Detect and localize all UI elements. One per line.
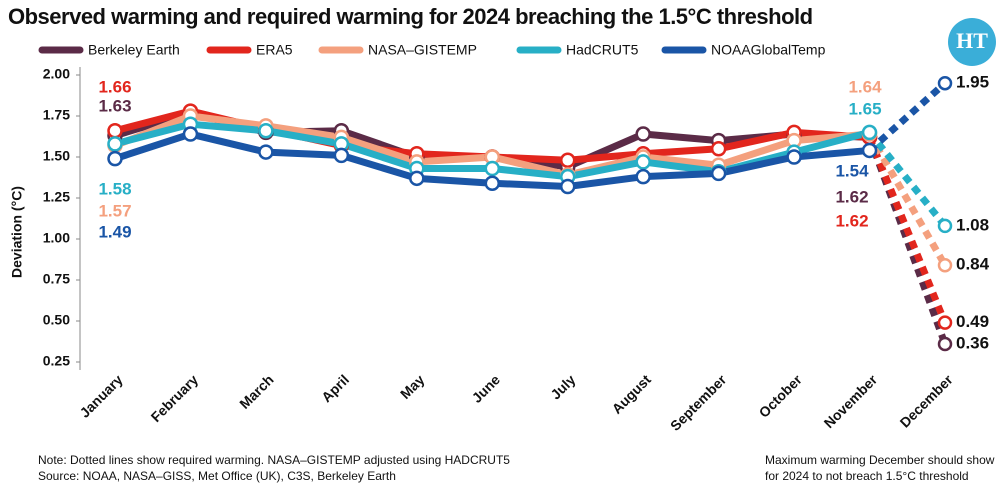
y-tick-label: 1.25 <box>43 189 70 205</box>
note: Source: NOAA, NASA–GISS, Met Office (UK)… <box>38 469 396 483</box>
x-tick-label: February <box>148 371 202 425</box>
point <box>484 160 501 177</box>
logo-badge <box>948 18 996 66</box>
legend-label: Berkeley Earth <box>88 42 180 58</box>
x-tick-label: December <box>897 371 957 431</box>
point <box>333 147 350 164</box>
required-line <box>866 132 949 267</box>
data-label: 1.49 <box>98 222 131 241</box>
legend-label: NOAAGlobalTemp <box>711 42 826 58</box>
point <box>559 178 576 195</box>
point <box>635 154 651 170</box>
data-label: 0.84 <box>956 255 990 274</box>
y-tick-label: 1.75 <box>43 107 70 123</box>
x-tick-label: May <box>397 371 428 402</box>
point <box>937 315 953 330</box>
data-label: 0.36 <box>956 333 989 352</box>
y-tick-label: 0.75 <box>43 271 70 287</box>
data-label: 1.08 <box>956 215 989 234</box>
data-label: 1.66 <box>98 77 131 96</box>
x-tick-label: April <box>318 371 352 405</box>
data-label: 1.64 <box>848 77 882 96</box>
data-label: 1.58 <box>98 179 131 198</box>
point <box>484 175 501 191</box>
point <box>861 124 878 141</box>
legend-label: HadCRUT5 <box>566 42 639 58</box>
side-note: for 2024 to not breach 1.5°C threshold <box>765 469 969 483</box>
point <box>258 123 274 139</box>
y-tick-label: 1.00 <box>43 230 70 246</box>
chart-title: Observed warming and required warming fo… <box>8 4 813 29</box>
point <box>258 144 274 160</box>
point <box>937 257 953 273</box>
point <box>182 126 199 142</box>
point <box>710 141 727 157</box>
data-label: 1.54 <box>835 161 869 180</box>
point <box>107 150 123 167</box>
x-tick-label: January <box>76 371 125 420</box>
point <box>107 136 123 152</box>
x-tick-label: June <box>469 371 504 406</box>
point <box>937 75 953 91</box>
x-tick-label: October <box>756 371 806 421</box>
data-label: 1.95 <box>956 73 989 92</box>
y-tick-label: 0.25 <box>43 353 70 369</box>
point <box>635 168 651 185</box>
required-line <box>866 136 949 346</box>
y-tick-label: 0.50 <box>43 312 70 328</box>
required-line <box>866 130 948 229</box>
x-tick-label: November <box>821 371 881 431</box>
x-tick-label: July <box>547 371 578 402</box>
data-label: 1.57 <box>98 201 131 220</box>
data-label: 0.49 <box>956 312 989 331</box>
point <box>861 142 878 159</box>
y-axis-label: Deviation (°C) <box>9 186 25 278</box>
point <box>559 152 576 169</box>
data-label: 1.65 <box>848 99 881 118</box>
point <box>107 123 123 139</box>
x-tick-label: August <box>609 371 655 417</box>
x-tick-label: September <box>667 371 730 434</box>
note: Note: Dotted lines show required warming… <box>38 453 510 467</box>
x-tick-label: March <box>236 371 276 411</box>
legend-label: ERA5 <box>256 42 293 58</box>
point <box>635 126 651 142</box>
point <box>710 165 727 182</box>
point <box>786 149 802 165</box>
required-line <box>867 80 948 154</box>
data-label: 1.62 <box>835 211 868 230</box>
logo: HT <box>956 28 988 53</box>
data-label: 1.63 <box>98 96 131 115</box>
legend-label: NASA–GISTEMP <box>368 42 477 58</box>
y-tick-label: 2.00 <box>43 66 70 82</box>
point <box>937 218 953 234</box>
point <box>937 336 953 352</box>
point <box>409 170 425 187</box>
side-note: Maximum warming December should show <box>765 453 995 467</box>
required-line <box>866 136 949 324</box>
y-tick-label: 1.50 <box>43 148 70 164</box>
data-label: 1.62 <box>835 187 868 206</box>
